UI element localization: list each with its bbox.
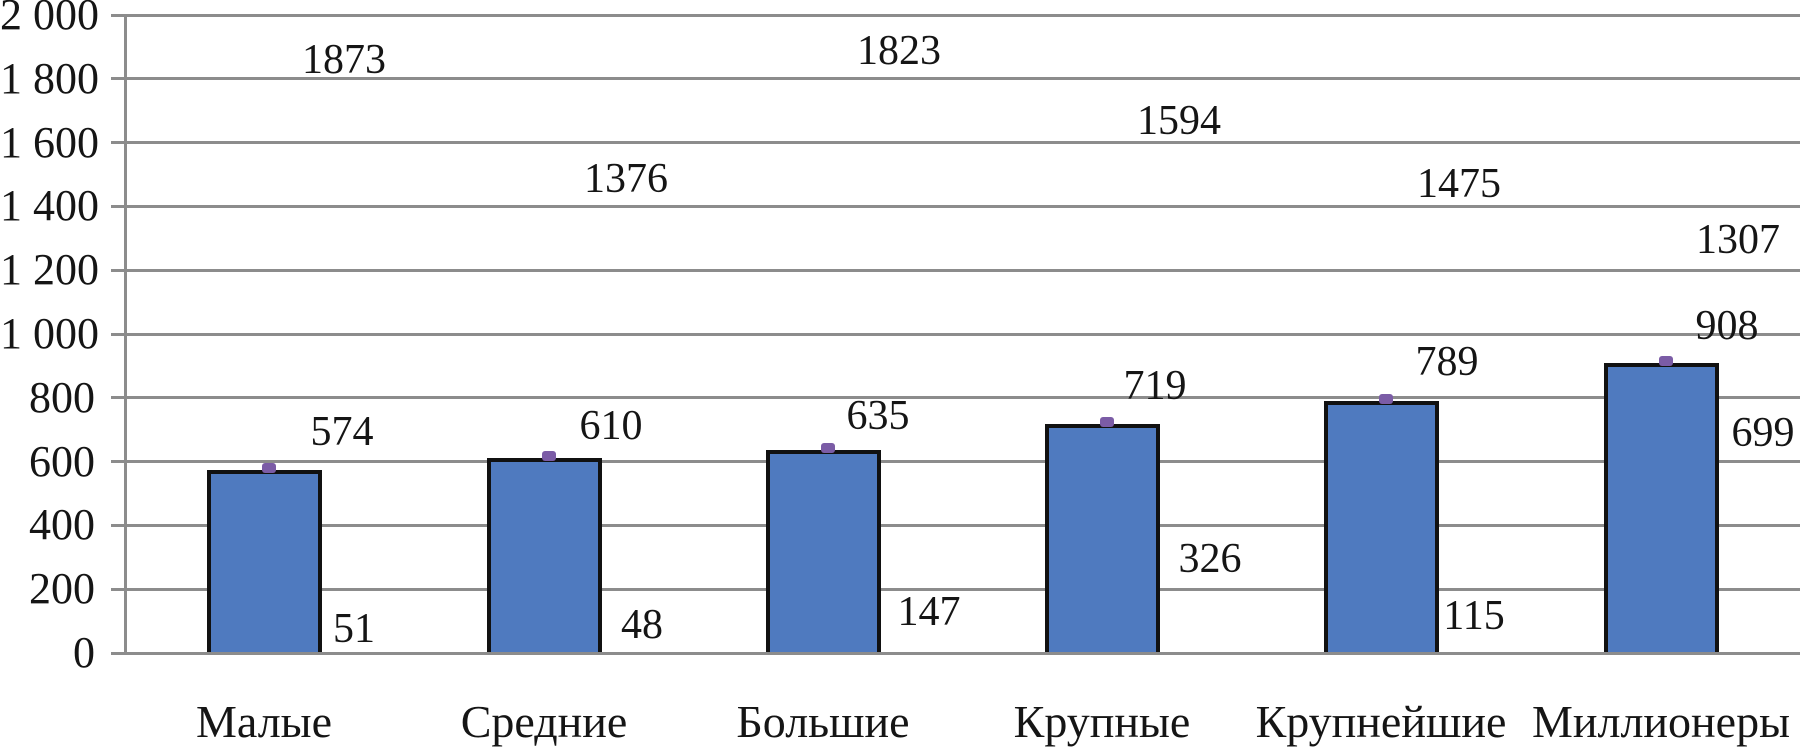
- lower-value-label: 699: [1731, 410, 1795, 456]
- lower-value-label: 147: [897, 589, 961, 635]
- gridline: [125, 268, 1800, 272]
- y-axis-tick: [111, 523, 125, 527]
- gridline: [125, 141, 1800, 145]
- bar: [1603, 363, 1719, 654]
- marker-point-icon: [1659, 356, 1673, 367]
- y-axis-tick-label: 1 200: [0, 245, 99, 295]
- y-axis-tick-label: 200: [29, 564, 95, 614]
- y-axis-tick-label: 1 600: [0, 117, 99, 167]
- lower-value-label: 326: [1178, 536, 1242, 582]
- y-axis-tick-label: 600: [29, 436, 95, 486]
- y-axis-tick: [111, 268, 125, 272]
- bar: [1323, 401, 1439, 654]
- upper-value-label: 1594: [1137, 98, 1221, 144]
- y-axis-tick: [111, 651, 125, 655]
- y-axis-tick: [111, 396, 125, 400]
- gridline: [125, 587, 1800, 591]
- y-axis-tick: [111, 13, 125, 17]
- y-axis-tick-label: 0: [73, 628, 95, 677]
- category-label: Миллионеры: [1532, 696, 1790, 747]
- y-axis-tick-label: 1 400: [0, 181, 99, 231]
- category-label: Средние: [460, 696, 628, 747]
- y-axis-tick-label: 1 800: [0, 53, 99, 103]
- bar-value-label: 908: [1695, 303, 1759, 349]
- bar-value-label: 635: [846, 393, 910, 439]
- y-axis-tick-label: 400: [29, 500, 95, 550]
- marker-point-icon: [542, 451, 556, 462]
- gridline: [125, 77, 1800, 81]
- bar: [206, 469, 322, 654]
- bar-value-label: 610: [579, 403, 643, 449]
- gridline: [125, 460, 1800, 464]
- upper-value-label: 1475: [1417, 161, 1501, 207]
- bar: [1044, 423, 1160, 654]
- category-label: Крупные: [1013, 696, 1191, 747]
- marker-point-icon: [1379, 394, 1393, 405]
- y-axis-tick: [111, 460, 125, 464]
- category-label: Большие: [736, 696, 910, 747]
- y-axis-line: [123, 15, 127, 653]
- bar-value-label: 719: [1123, 363, 1187, 409]
- upper-value-label: 1823: [857, 28, 941, 74]
- bar: [765, 450, 881, 654]
- y-axis-tick-label: 1 000: [0, 309, 99, 358]
- bar: [486, 458, 602, 654]
- category-label: Крупнейшие: [1255, 696, 1507, 747]
- y-axis-tick: [111, 141, 125, 145]
- gridline: [125, 396, 1800, 400]
- category-label: Малые: [195, 696, 332, 747]
- y-axis-tick: [111, 77, 125, 81]
- upper-value-label: 1307: [1696, 217, 1780, 263]
- y-axis-tick: [111, 587, 125, 591]
- y-axis-tick: [111, 204, 125, 208]
- lower-value-label: 115: [1443, 593, 1505, 639]
- lower-value-label: 51: [333, 606, 375, 652]
- gridline: [125, 651, 1800, 655]
- bar-value-label: 574: [310, 409, 374, 455]
- marker-point-icon: [821, 443, 835, 454]
- marker-point-icon: [1100, 416, 1114, 427]
- gridline: [125, 523, 1800, 527]
- gridline: [125, 13, 1800, 17]
- upper-value-label: 1376: [584, 156, 668, 202]
- y-axis-tick-label: 2 000: [0, 0, 99, 39]
- y-axis-tick-label: 800: [29, 372, 95, 422]
- upper-value-label: 1873: [302, 37, 386, 83]
- gridline: [125, 332, 1800, 336]
- y-axis-tick: [111, 332, 125, 336]
- marker-point-icon: [262, 462, 276, 473]
- bar-value-label: 789: [1415, 339, 1479, 385]
- gridline: [125, 204, 1800, 208]
- lower-value-label: 48: [621, 602, 663, 648]
